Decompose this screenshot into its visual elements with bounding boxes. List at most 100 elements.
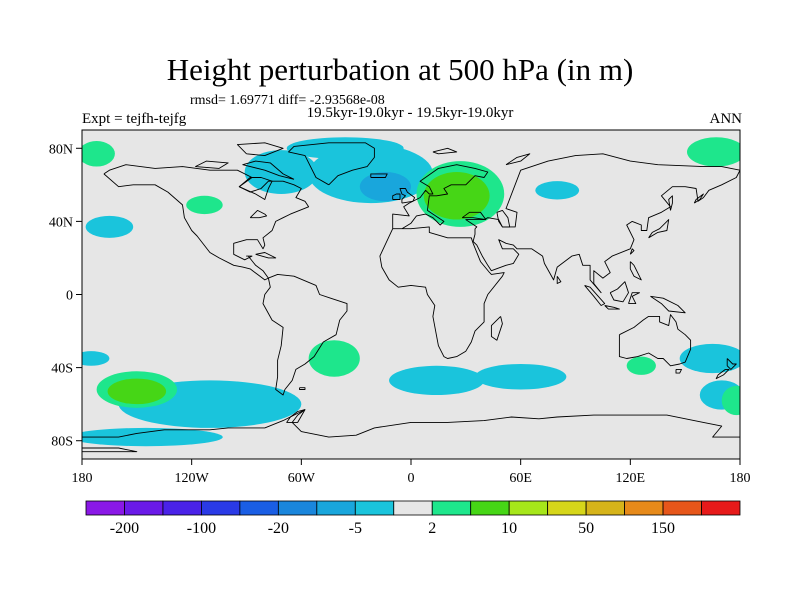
colorbar-swatch: [547, 500, 587, 516]
coast-antarctic-peninsula: [286, 409, 306, 423]
coast-borneo: [609, 281, 629, 303]
axis-layer: 80N 40N 0 40S 80S 180 120W 60W 0 60E 120E 180: [49, 142, 751, 486]
coast-svalbard: [432, 147, 458, 155]
colorbar-label: -20: [268, 520, 289, 537]
anomaly-layer: [82, 137, 740, 447]
coastline-layer: [82, 142, 740, 453]
lon-tick-label: 120W: [175, 471, 210, 486]
lat-tick-label: 80S: [51, 435, 73, 450]
colorbar: -200 -100 -20 -5 2 10 50 150: [85, 500, 741, 537]
lon-tick-label: 120E: [616, 471, 646, 486]
coast-taiwan: [629, 248, 635, 255]
anomaly-arctic-pacific-west: [82, 140, 115, 167]
coast-south-america: [262, 273, 348, 396]
map-plot-area: [81, 129, 741, 460]
coast-hudson-bay: [238, 177, 273, 200]
coast-ross-ice: [82, 447, 138, 453]
lon-tick-label: 60E: [509, 471, 532, 486]
coast-new-zealand-north: [726, 358, 737, 370]
experiment-label: Expt = tejfh-tejfg: [82, 111, 187, 127]
coast-asia: [465, 153, 740, 294]
figure-title: Height perturbation at 500 hPa (in m): [166, 52, 634, 87]
colorbar-swatch: [393, 500, 433, 516]
coast-sumatra: [584, 284, 606, 306]
lat-tick-label: 40S: [51, 362, 73, 377]
lon-tick-label: 180: [730, 471, 751, 486]
anomaly-australia: [679, 343, 740, 374]
coast-cuba: [255, 252, 277, 259]
coast-sulawesi: [628, 292, 640, 305]
colorbar-label: -5: [349, 520, 362, 537]
anomaly-north-atlantic-core: [359, 172, 411, 202]
coast-madagascar: [490, 316, 503, 341]
coast-great-lakes: [249, 209, 268, 219]
anomaly-south-atlantic-west: [308, 340, 360, 377]
coast-ellesmere: [236, 142, 284, 157]
colorbar-swatch: [585, 500, 625, 516]
coast-japan: [648, 219, 670, 239]
lon-tick-label: 60W: [288, 471, 316, 486]
colorbar-swatch: [124, 500, 164, 516]
lon-tick-label: 180: [72, 471, 93, 486]
coast-baffin: [242, 160, 295, 180]
coast-falklands: [299, 387, 306, 390]
coast-europe-africa: [379, 164, 505, 359]
coast-caspian: [496, 209, 511, 228]
coast-uk: [399, 188, 416, 204]
coast-sakhalin: [668, 195, 673, 211]
colorbar-swatch: [316, 500, 356, 516]
coast-tasmania: [675, 368, 682, 374]
anomaly-north-pacific-east: [186, 195, 223, 215]
anomaly-southwest-pacific-edge: [82, 351, 110, 366]
coast-philippines: [629, 261, 642, 281]
coast-greenland: [288, 142, 375, 186]
colorbar-label: 2: [428, 520, 436, 537]
colorbar-label: -100: [187, 520, 216, 537]
anomaly-arctic-pacific-east: [687, 137, 740, 167]
colorbar-swatch: [239, 500, 279, 516]
colorbar-swatch: [470, 500, 510, 516]
colorbar-swatch: [201, 500, 241, 516]
colorbar-label: -200: [110, 520, 139, 537]
coast-black-sea: [461, 211, 487, 221]
colorbar-swatch: [85, 500, 125, 516]
colorbar-swatch: [354, 500, 395, 516]
coast-novaya-zemlya: [505, 153, 531, 166]
colorbar-label: 10: [501, 520, 517, 537]
lat-tick-label: 0: [66, 289, 73, 304]
subtitle: 19.5kyr-19.0kyr - 19.5kyr-19.0kyr: [306, 105, 514, 121]
coast-kamchatka-islands: [693, 193, 704, 204]
colorbar-label: 50: [578, 520, 594, 537]
lat-tick-label: 40N: [49, 215, 73, 230]
coast-sri-lanka: [556, 275, 562, 284]
colorbar-swatch: [277, 500, 318, 516]
anomaly-antarctic: [82, 427, 223, 447]
anomaly-south-atlantic: [389, 365, 485, 396]
anomaly-north-pacific: [85, 215, 134, 238]
anomaly-south-pacific-core: [107, 378, 167, 405]
colorbar-swatch: [431, 500, 472, 516]
colorbar-swatch: [508, 500, 549, 516]
anomaly-europe-core: [423, 172, 490, 220]
coast-ireland: [392, 193, 401, 200]
coast-new-guinea: [650, 295, 686, 314]
lat-tick-label: 80N: [49, 142, 73, 157]
coast-java: [604, 305, 620, 310]
anomaly-arctic: [286, 137, 404, 160]
colorbar-swatch: [162, 500, 202, 516]
lon-tick-label: 0: [408, 471, 415, 486]
season-label: ANN: [709, 111, 743, 127]
colorbar-swatch: [624, 500, 664, 516]
coast-antarctica: [82, 409, 740, 438]
anomaly-indian-ocean-east: [626, 356, 656, 375]
coast-victoria-island: [195, 160, 229, 169]
colorbar-label: 150: [651, 520, 675, 537]
stats-line: rmsd= 1.69771 diff= -2.93568e-08: [190, 93, 385, 108]
anomaly-asia: [535, 181, 580, 200]
anomaly-indian-ocean: [474, 363, 567, 390]
anomaly-southwest-pacific-green: [721, 385, 740, 416]
coast-new-zealand-south: [715, 368, 730, 380]
colorbar-swatch: [662, 500, 702, 516]
coast-iceland: [370, 173, 388, 178]
